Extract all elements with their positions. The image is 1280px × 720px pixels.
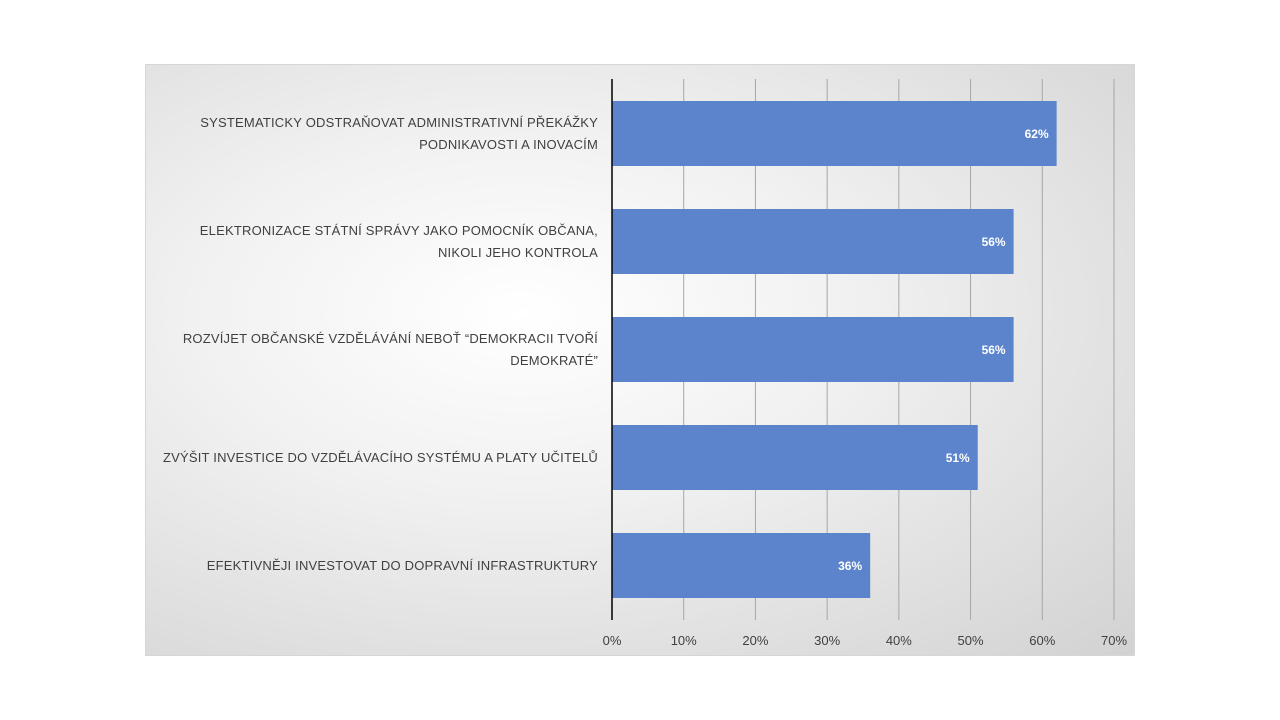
bar bbox=[612, 209, 1014, 274]
x-tick-label: 20% bbox=[742, 633, 769, 648]
data-label: 51% bbox=[945, 450, 970, 465]
data-label: 56% bbox=[981, 234, 1006, 249]
x-tick-label: 10% bbox=[670, 633, 697, 648]
bar bbox=[612, 425, 978, 490]
x-tick-label: 40% bbox=[885, 633, 912, 648]
bar-chart bbox=[611, 79, 1115, 620]
bar bbox=[612, 533, 871, 598]
x-tick-label: 30% bbox=[814, 633, 841, 648]
category-label: ROZVÍJET OBČANSKÉ VZDĚLÁVÁNÍ NEBOŤ “DEMO… bbox=[182, 330, 598, 368]
chart-panel: SYSTEMATICKY ODSTRAŇOVAT ADMINISTRATIVNÍ… bbox=[145, 64, 1135, 656]
bar bbox=[612, 101, 1057, 166]
x-tick-label: 70% bbox=[1100, 633, 1128, 648]
data-label: 62% bbox=[1024, 126, 1049, 141]
x-tick-label: 0% bbox=[602, 633, 622, 648]
data-label: 56% bbox=[981, 342, 1006, 357]
data-label: 36% bbox=[838, 558, 863, 573]
category-label: ZVÝŠIT INVESTICE DO VZDĚLÁVACÍHO SYSTÉMU… bbox=[162, 449, 598, 465]
x-tick-label: 50% bbox=[957, 633, 984, 648]
x-tick-label: 60% bbox=[1029, 633, 1056, 648]
category-label: SYSTEMATICKY ODSTRAŇOVAT ADMINISTRATIVNÍ… bbox=[200, 114, 598, 152]
category-label: ELEKTRONIZACE STÁTNÍ SPRÁVY JAKO POMOCNÍ… bbox=[199, 222, 598, 260]
category-label: EFEKTIVNĚJI INVESTOVAT DO DOPRAVNÍ INFRA… bbox=[206, 557, 598, 573]
bar bbox=[612, 317, 1014, 382]
